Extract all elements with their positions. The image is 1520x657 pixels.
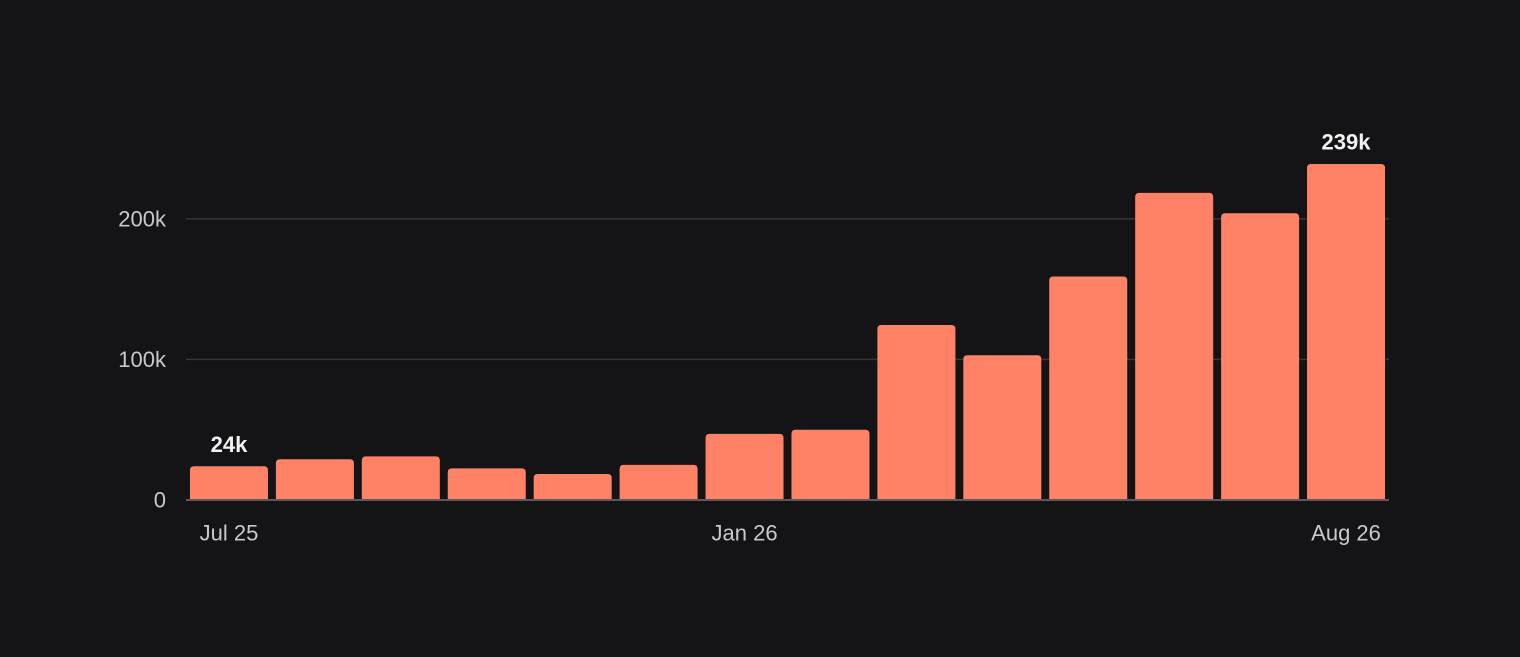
bar [447, 468, 526, 500]
x-tick-label: Jul 25 [200, 521, 259, 546]
y-tick-label: 200k [118, 206, 167, 231]
bar [963, 355, 1042, 500]
bars [189, 164, 1386, 501]
bar [877, 324, 956, 500]
bar [791, 429, 870, 500]
bar [705, 433, 784, 500]
data-label: 24k [211, 432, 248, 457]
x-tick-label: Jan 26 [712, 521, 778, 546]
bar [361, 456, 440, 500]
bar [1049, 276, 1128, 500]
bar [275, 459, 354, 500]
y-tick-label: 100k [118, 347, 167, 372]
x-tick-label: Aug 26 [1311, 521, 1381, 546]
bar [1307, 164, 1386, 500]
bar [189, 466, 268, 500]
data-label: 239k [1322, 130, 1372, 155]
y-tick-label: 0 [154, 488, 166, 513]
data-labels: 24k 239k [211, 130, 1372, 457]
bar [1221, 213, 1300, 500]
bar [1135, 192, 1214, 501]
y-axis-ticks: 0 100k 200k [118, 206, 167, 512]
bar [533, 473, 612, 500]
x-axis-ticks: Jul 25 Jan 26 Aug 26 [200, 521, 1381, 546]
bar [619, 464, 698, 500]
